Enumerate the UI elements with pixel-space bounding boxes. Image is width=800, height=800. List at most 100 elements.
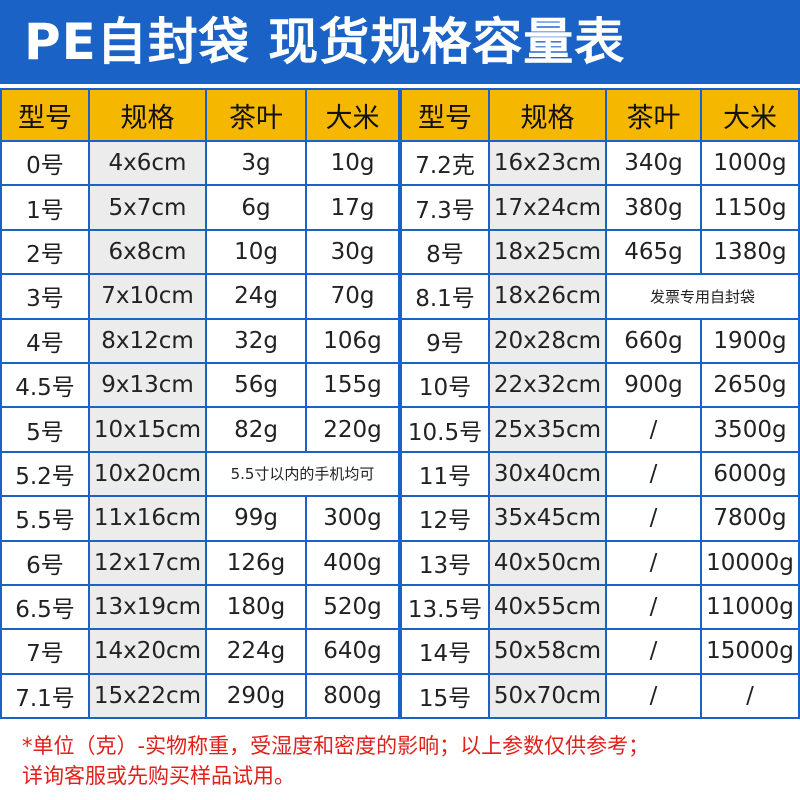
cell: 16x23cm (488, 139, 607, 187)
cell: 99g (205, 495, 307, 542)
row: 8号 18x25cm 465g 1380g (400, 228, 800, 276)
cell: 6g (205, 184, 307, 231)
cell: 340g (605, 139, 702, 187)
cell: / (700, 672, 800, 720)
row: 10.5号 25x35cm/3500g (400, 406, 800, 453)
row: 7.2克 16x23cm 340g 1000g (400, 139, 800, 187)
cell: 40x50cm (488, 539, 607, 586)
row: 9号 20x28cm 660g 1900g (400, 317, 800, 364)
footer: *单位（克）-实物称重，受湿度和密度的影响；以上参数仅供参考； 详询客服或先购买样… (0, 719, 800, 791)
cell: 7.3号 (400, 184, 490, 231)
left-table: 型号 规格 茶叶 大米 0号 4x6cm 3g 10g 1号 5x7cm 6g 17g 2号 6x8cm 1… (0, 88, 400, 720)
cell: / (605, 583, 702, 631)
cell: / (605, 628, 702, 675)
cell: 8x12cm (88, 317, 207, 364)
row: 14号 50x58cm/15000g (400, 628, 800, 675)
cell: 400g (305, 539, 400, 586)
cell: 13号 (400, 539, 490, 586)
cell: 6.5号 (0, 583, 90, 631)
cell: 7号 (0, 628, 90, 675)
cell: 5.5寸以内的手机均可 (205, 450, 400, 498)
row: 4号 8x12cm 32g 106g (0, 317, 400, 364)
cell: 900g (605, 361, 702, 409)
tables: 型号 规格 茶叶 大米 0号 4x6cm 3g 10g 1号 5x7cm 6g 17g 2号 6x8cm 1… (0, 88, 800, 720)
cell: 20x28cm (488, 317, 607, 364)
cell: 4号 (0, 317, 90, 364)
row: 10号 22x32cm 900g 2650g (400, 361, 800, 409)
cell: 15000g (700, 628, 800, 675)
cell: 11x16cm (88, 495, 207, 542)
cell: 4.5号 (0, 361, 90, 409)
cell: 10号 (400, 361, 490, 409)
cell: 7.1号 (0, 672, 90, 720)
row: 0号 4x6cm 3g 10g (0, 139, 400, 187)
right-table: 型号 规格 茶叶 大米 7.2克 16x23cm 340g 1000g 7.3号 17x24cm 3… (400, 88, 800, 720)
cell: 50x58cm (488, 628, 607, 675)
row: 1号 5x7cm 6g 17g (0, 184, 400, 231)
cell: 6000g (700, 450, 800, 498)
cell: 7.2克 (400, 139, 490, 187)
cell: 8.1号 (400, 273, 490, 320)
cell: 9x13cm (88, 361, 207, 409)
cell: 14x20cm (88, 628, 207, 675)
cell: 155g (305, 361, 400, 409)
cell: 5.5号 (0, 495, 90, 542)
cell: 2650g (700, 361, 800, 409)
cell: / (605, 672, 702, 720)
cell: 17x24cm (488, 184, 607, 231)
cell: 7x10cm (88, 273, 207, 320)
cell: 18x26cm (488, 273, 607, 320)
cell: 1900g (700, 317, 800, 364)
cell: 24g (205, 273, 307, 320)
row: 7号 14x20cm 224g 640g (0, 628, 400, 675)
cell: 9号 (400, 317, 490, 364)
cell: 6x8cm (88, 228, 207, 276)
cell: 106g (305, 317, 400, 364)
title: PE自封袋 现货规格容量表 (0, 0, 800, 84)
cell: 290g (205, 672, 307, 720)
header-cell: 型号 (400, 88, 490, 142)
row: 8.1号 18x26cm 发票专用自封袋 (400, 273, 800, 320)
row: 7.3号 17x24cm 380g 1150g (400, 184, 800, 231)
cell: 30g (305, 228, 400, 276)
cell: 18x25cm (488, 228, 607, 276)
cell: 10g (305, 139, 400, 187)
cell: 3g (205, 139, 307, 187)
footer-line: 详询客服或先购买样品试用。 (22, 764, 295, 789)
header-cell: 大米 (700, 88, 800, 142)
header-cell: 型号 (0, 88, 90, 142)
cell: 1号 (0, 184, 90, 231)
cell: 640g (305, 628, 400, 675)
cell: 10.5号 (400, 406, 490, 453)
cell: 17g (305, 184, 400, 231)
cell: 12x17cm (88, 539, 207, 586)
row: 11号 30x40cm/6000g (400, 450, 800, 498)
cell: 35x45cm (488, 495, 607, 542)
cell: 22x32cm (488, 361, 607, 409)
cell: 15号 (400, 672, 490, 720)
cell: 1000g (700, 139, 800, 187)
row: 5.5号 11x16cm 99g 300g (0, 495, 400, 542)
row: 5.2号 10x20cm 5.5寸以内的手机均可 (0, 450, 400, 498)
cell: 220g (305, 406, 400, 453)
cell: 50x70cm (488, 672, 607, 720)
row: 12号 35x45cm/7800g (400, 495, 800, 542)
cell: 180g (205, 583, 307, 631)
cell: 10000g (700, 539, 800, 586)
cell: 56g (205, 361, 307, 409)
cell: 1380g (700, 228, 800, 276)
cell: 13x19cm (88, 583, 207, 631)
row: 5号 10x15cm 82g 220g (0, 406, 400, 453)
cell: 5号 (0, 406, 90, 453)
cell: 82g (205, 406, 307, 453)
cell: 224g (205, 628, 307, 675)
header-cell: 茶叶 (205, 88, 307, 142)
cell: 380g (605, 184, 702, 231)
cell: 14号 (400, 628, 490, 675)
cell: 10g (205, 228, 307, 276)
row: 6.5号 13x19cm 180g 520g (0, 583, 400, 631)
row: 15号 50x70cm / / (400, 672, 800, 720)
row: 13号 40x50cm/10000g (400, 539, 800, 586)
cell: 1150g (700, 184, 800, 231)
